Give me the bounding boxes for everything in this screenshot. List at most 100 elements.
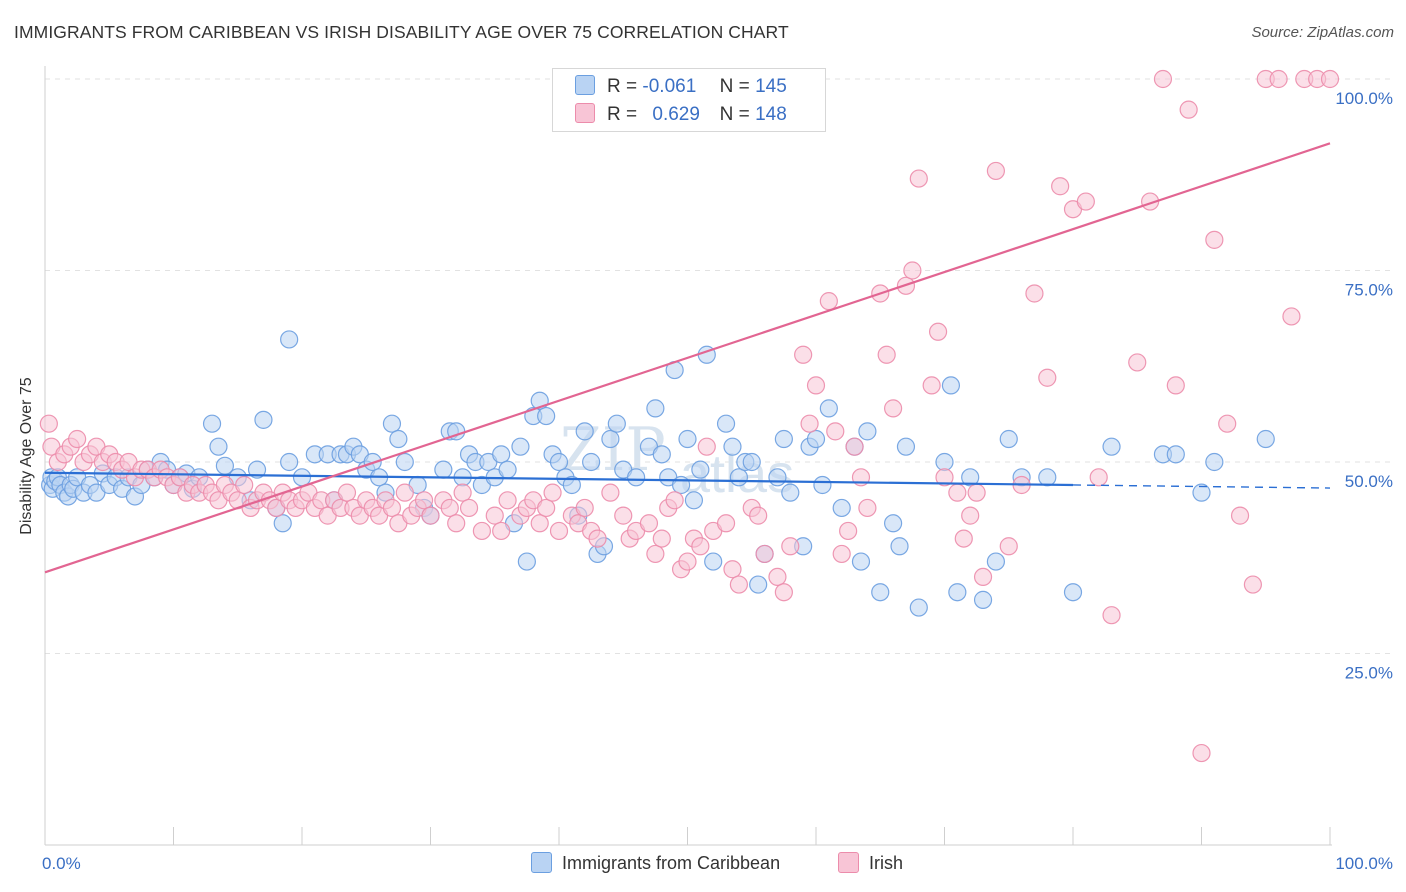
- caribbean-point: [941, 376, 961, 395]
- irish-point: [652, 529, 671, 548]
- caribbean-point: [704, 552, 723, 571]
- caribbean-point: [749, 575, 768, 594]
- caribbean-point: [999, 429, 1018, 449]
- irish-point: [999, 537, 1018, 556]
- irish-point: [794, 345, 813, 364]
- correlation-legend: R = -0.061 N = 145 R = 0.629 N = 148: [552, 68, 826, 132]
- caribbean-point: [961, 468, 980, 487]
- irish-point: [755, 544, 774, 564]
- bottom-legend-caribbean: Immigrants from Caribbean: [531, 852, 780, 874]
- caribbean-point: [1166, 445, 1185, 464]
- irish-point: [928, 322, 948, 341]
- caribbean-point: [1038, 468, 1057, 487]
- caribbean-point: [209, 437, 228, 456]
- caribbean-point: [896, 437, 916, 456]
- caribbean-point: [742, 452, 761, 472]
- caribbean-point: [626, 468, 646, 487]
- bottom-legend-irish: Irish: [838, 852, 903, 874]
- caribbean-point: [684, 491, 704, 510]
- tick-labels: 25.0% 50.0% 75.0% 100.0% 0.0% 100.0%: [42, 89, 1393, 873]
- irish-point: [774, 583, 793, 602]
- irish-point: [800, 414, 819, 433]
- caribbean-point: [652, 445, 671, 464]
- irish-point: [421, 506, 440, 525]
- caribbean-point: [851, 552, 871, 571]
- caribbean-trend-extension: [1072, 484, 1331, 489]
- caribbean-point: [607, 414, 626, 433]
- irish-point: [485, 506, 504, 525]
- irish-point: [530, 514, 549, 533]
- caribbean-point: [858, 422, 877, 441]
- irish-point: [935, 468, 954, 487]
- y-tick-label: 75.0%: [1345, 281, 1393, 300]
- caribbean-point: [646, 399, 665, 418]
- irish-point: [819, 292, 838, 311]
- caribbean-point: [511, 437, 530, 456]
- caribbean-point: [1102, 437, 1121, 456]
- irish-point: [716, 514, 736, 533]
- caribbean-point: [671, 475, 691, 495]
- irish-point: [806, 376, 826, 395]
- irish-point: [1179, 100, 1198, 119]
- irish-point: [832, 544, 851, 564]
- irish-point: [601, 483, 620, 502]
- caribbean-point: [883, 514, 903, 533]
- legend-row-irish: R = 0.629 N = 148: [575, 103, 787, 126]
- irish-point: [973, 567, 993, 587]
- irish-point: [1038, 368, 1057, 387]
- caribbean-point: [280, 330, 299, 349]
- caribbean-point: [280, 452, 299, 472]
- irish-point: [440, 498, 459, 518]
- y-tick-label: 100.0%: [1335, 89, 1393, 108]
- caribbean-point: [1063, 583, 1083, 602]
- caribbean-point: [890, 537, 909, 556]
- irish-point: [588, 529, 607, 548]
- caribbean-point: [819, 399, 838, 418]
- legend-swatch-blue: [575, 75, 595, 95]
- irish-point: [922, 376, 941, 395]
- caribbean-point: [806, 429, 826, 449]
- caribbean-point: [498, 460, 517, 479]
- bottom-legend-swatch-pink: [838, 852, 859, 873]
- caribbean-point: [434, 460, 453, 479]
- irish-point: [1025, 284, 1044, 303]
- caribbean-point: [871, 583, 890, 602]
- caribbean-point: [395, 452, 414, 472]
- irish-point: [492, 521, 511, 541]
- irish-point: [967, 483, 986, 502]
- irish-point: [691, 537, 710, 556]
- caribbean-point: [1192, 483, 1211, 502]
- legend-r-label: R =: [607, 104, 638, 125]
- caribbean-point: [832, 498, 851, 518]
- irish-point: [1089, 468, 1108, 487]
- legend-n-value: 145: [755, 76, 787, 97]
- irish-trend-line: [44, 142, 1331, 574]
- irish-point: [575, 498, 594, 518]
- irish-point: [948, 483, 967, 502]
- irish-point: [1192, 743, 1211, 763]
- legend-n-label: N =: [719, 104, 750, 125]
- irish-point: [909, 169, 928, 188]
- irish-point: [1243, 575, 1263, 594]
- irish-point: [1230, 506, 1250, 525]
- y-tick-label: 25.0%: [1345, 664, 1393, 683]
- irish-point: [883, 399, 903, 418]
- irish-point: [845, 437, 864, 456]
- caribbean-point: [973, 590, 993, 609]
- caribbean-point: [781, 483, 800, 502]
- caribbean-point: [517, 552, 536, 571]
- caribbean-point: [247, 460, 267, 479]
- legend-r-label: R =: [607, 76, 638, 97]
- y-tick-label: 50.0%: [1345, 472, 1393, 491]
- irish-point: [665, 491, 684, 510]
- caribbean-point: [582, 452, 601, 472]
- legend-n-value: 148: [755, 104, 787, 125]
- legend-r-value: -0.061: [642, 76, 697, 97]
- trend-lines: [44, 142, 1331, 574]
- irish-point: [1166, 376, 1185, 395]
- caribbean-point: [986, 552, 1006, 571]
- irish-point: [678, 552, 697, 571]
- caribbean-point: [562, 475, 581, 495]
- irish-point: [39, 414, 58, 433]
- caribbean-point: [254, 410, 273, 429]
